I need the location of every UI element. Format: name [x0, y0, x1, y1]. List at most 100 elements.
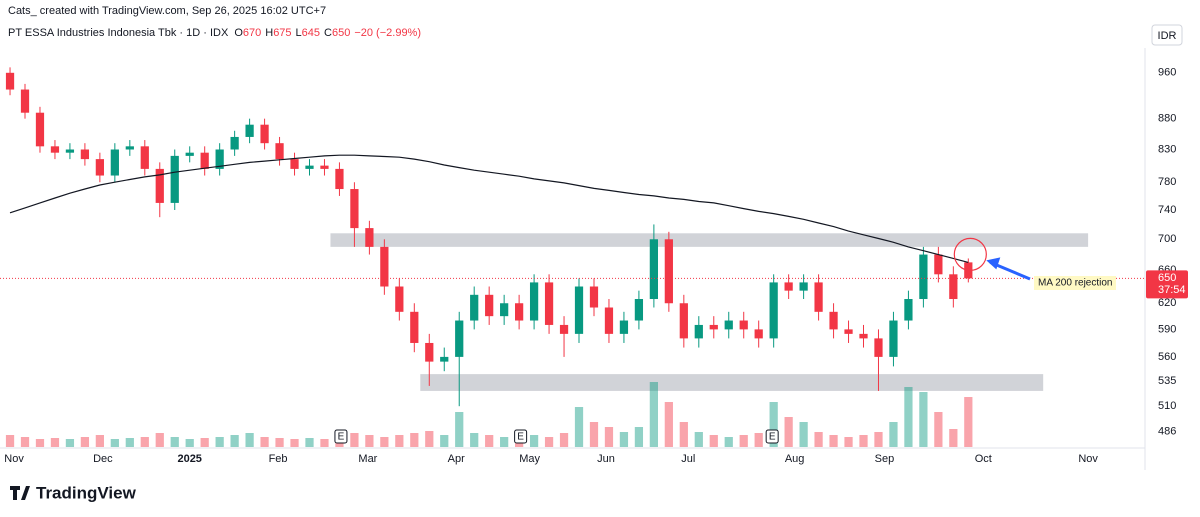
candle-body [919, 254, 928, 300]
volume-bar [110, 439, 119, 447]
x-tick-label: Oct [975, 453, 992, 465]
volume-bar [200, 438, 209, 447]
volume-bar [80, 437, 90, 447]
candle-body [679, 303, 688, 339]
volume-bar [215, 437, 224, 447]
candle-body [859, 333, 868, 339]
symbol: PT ESSA Industries Indonesia Tbk · 1D · … [8, 27, 229, 39]
candle-body [814, 282, 823, 312]
ohlc-value: 650 [332, 27, 350, 39]
volume-bar [35, 439, 45, 447]
y-tick-label: 535 [1158, 375, 1176, 387]
annotation-box [1034, 276, 1116, 290]
volume-bar [604, 427, 614, 447]
candle-body [694, 324, 703, 339]
volume-bar [739, 435, 748, 447]
price-tag [1146, 270, 1188, 299]
y-tick-label: 510 [1158, 400, 1176, 412]
candle-body [80, 149, 90, 160]
volume-bar [455, 412, 464, 447]
candle-body [380, 246, 389, 287]
candle-body [949, 274, 958, 300]
volume-bar [260, 437, 269, 447]
candle-body [470, 294, 479, 321]
candle-body [634, 299, 644, 321]
ma-line [9, 154, 969, 263]
volume-bar [889, 422, 898, 447]
candle-body [230, 136, 239, 150]
earnings-marker [765, 429, 779, 444]
candle-body [844, 329, 853, 334]
y-tick-label: 700 [1158, 233, 1176, 245]
countdown: 37:54 [1158, 284, 1186, 296]
ohlc-value: 670 [243, 27, 261, 39]
candle-body [155, 168, 164, 203]
y-tick-label: 560 [1158, 351, 1176, 363]
volume-bar [245, 433, 254, 447]
candle-body [559, 324, 569, 334]
candle-body [889, 320, 898, 357]
volume-bar [769, 402, 778, 447]
x-tick-label: Nov [4, 453, 24, 465]
candle-body [65, 149, 75, 153]
volume-bar [754, 433, 763, 447]
candle-body [170, 155, 179, 203]
ohlc-value: 675 [273, 27, 291, 39]
candle-body [619, 320, 629, 334]
volume-bar [155, 433, 164, 447]
volume-bar [5, 435, 15, 447]
volume-bar [95, 435, 104, 447]
volume-bar [500, 437, 509, 447]
volume-bar [679, 422, 688, 447]
x-tick-label: 2025 [177, 453, 201, 465]
ohlc-label: H [265, 27, 273, 39]
logo-icon [10, 486, 30, 500]
candle-body [140, 146, 149, 169]
candle-body [35, 112, 45, 147]
candle-body [110, 149, 119, 176]
x-tick-label: Jun [597, 453, 615, 465]
volume-bar [574, 407, 584, 447]
candle-body [95, 159, 104, 176]
volume-bar [934, 412, 943, 447]
earnings-label: E [338, 432, 345, 443]
volume-bar [185, 439, 194, 447]
volume-bar [365, 435, 374, 447]
candle-body [589, 286, 599, 308]
candle-body [275, 143, 284, 160]
y-tick-label: 620 [1158, 297, 1176, 309]
x-tick-label: Jul [681, 453, 695, 465]
candle-body [350, 189, 359, 229]
volume-bar [20, 437, 30, 447]
candle-body [5, 72, 15, 90]
y-tick-label: 830 [1158, 143, 1176, 155]
x-tick-label: Mar [358, 453, 377, 465]
symbol-header: PT ESSA Industries Indonesia Tbk · 1D · … [8, 27, 421, 39]
candle-body [185, 152, 194, 156]
annotation-circle [953, 237, 987, 271]
volume-bar [949, 429, 958, 447]
ohlc-label: C [324, 27, 332, 39]
volume-bar [634, 427, 644, 447]
price-zone [330, 233, 1089, 247]
volume-bar [485, 435, 494, 447]
y-tick-label: 486 [1158, 426, 1176, 438]
volume-bar [874, 432, 883, 447]
earnings-marker [334, 429, 348, 444]
candle-body [515, 303, 524, 321]
volume-bar [305, 438, 314, 447]
price-zone [420, 374, 1044, 391]
candle-body [664, 239, 673, 304]
candle-body [485, 294, 494, 317]
candle-body [395, 286, 404, 312]
x-tick-label: Dec [93, 453, 113, 465]
candle-body [125, 146, 134, 150]
volume-bar [649, 382, 658, 447]
y-tick-label: 740 [1158, 204, 1176, 216]
candle-body [455, 320, 464, 357]
volume-bar [829, 435, 838, 447]
y-tick-label: 780 [1158, 176, 1176, 188]
candle-body [649, 239, 658, 300]
volume-bar [844, 437, 853, 447]
y-tick-label: 960 [1158, 67, 1176, 79]
